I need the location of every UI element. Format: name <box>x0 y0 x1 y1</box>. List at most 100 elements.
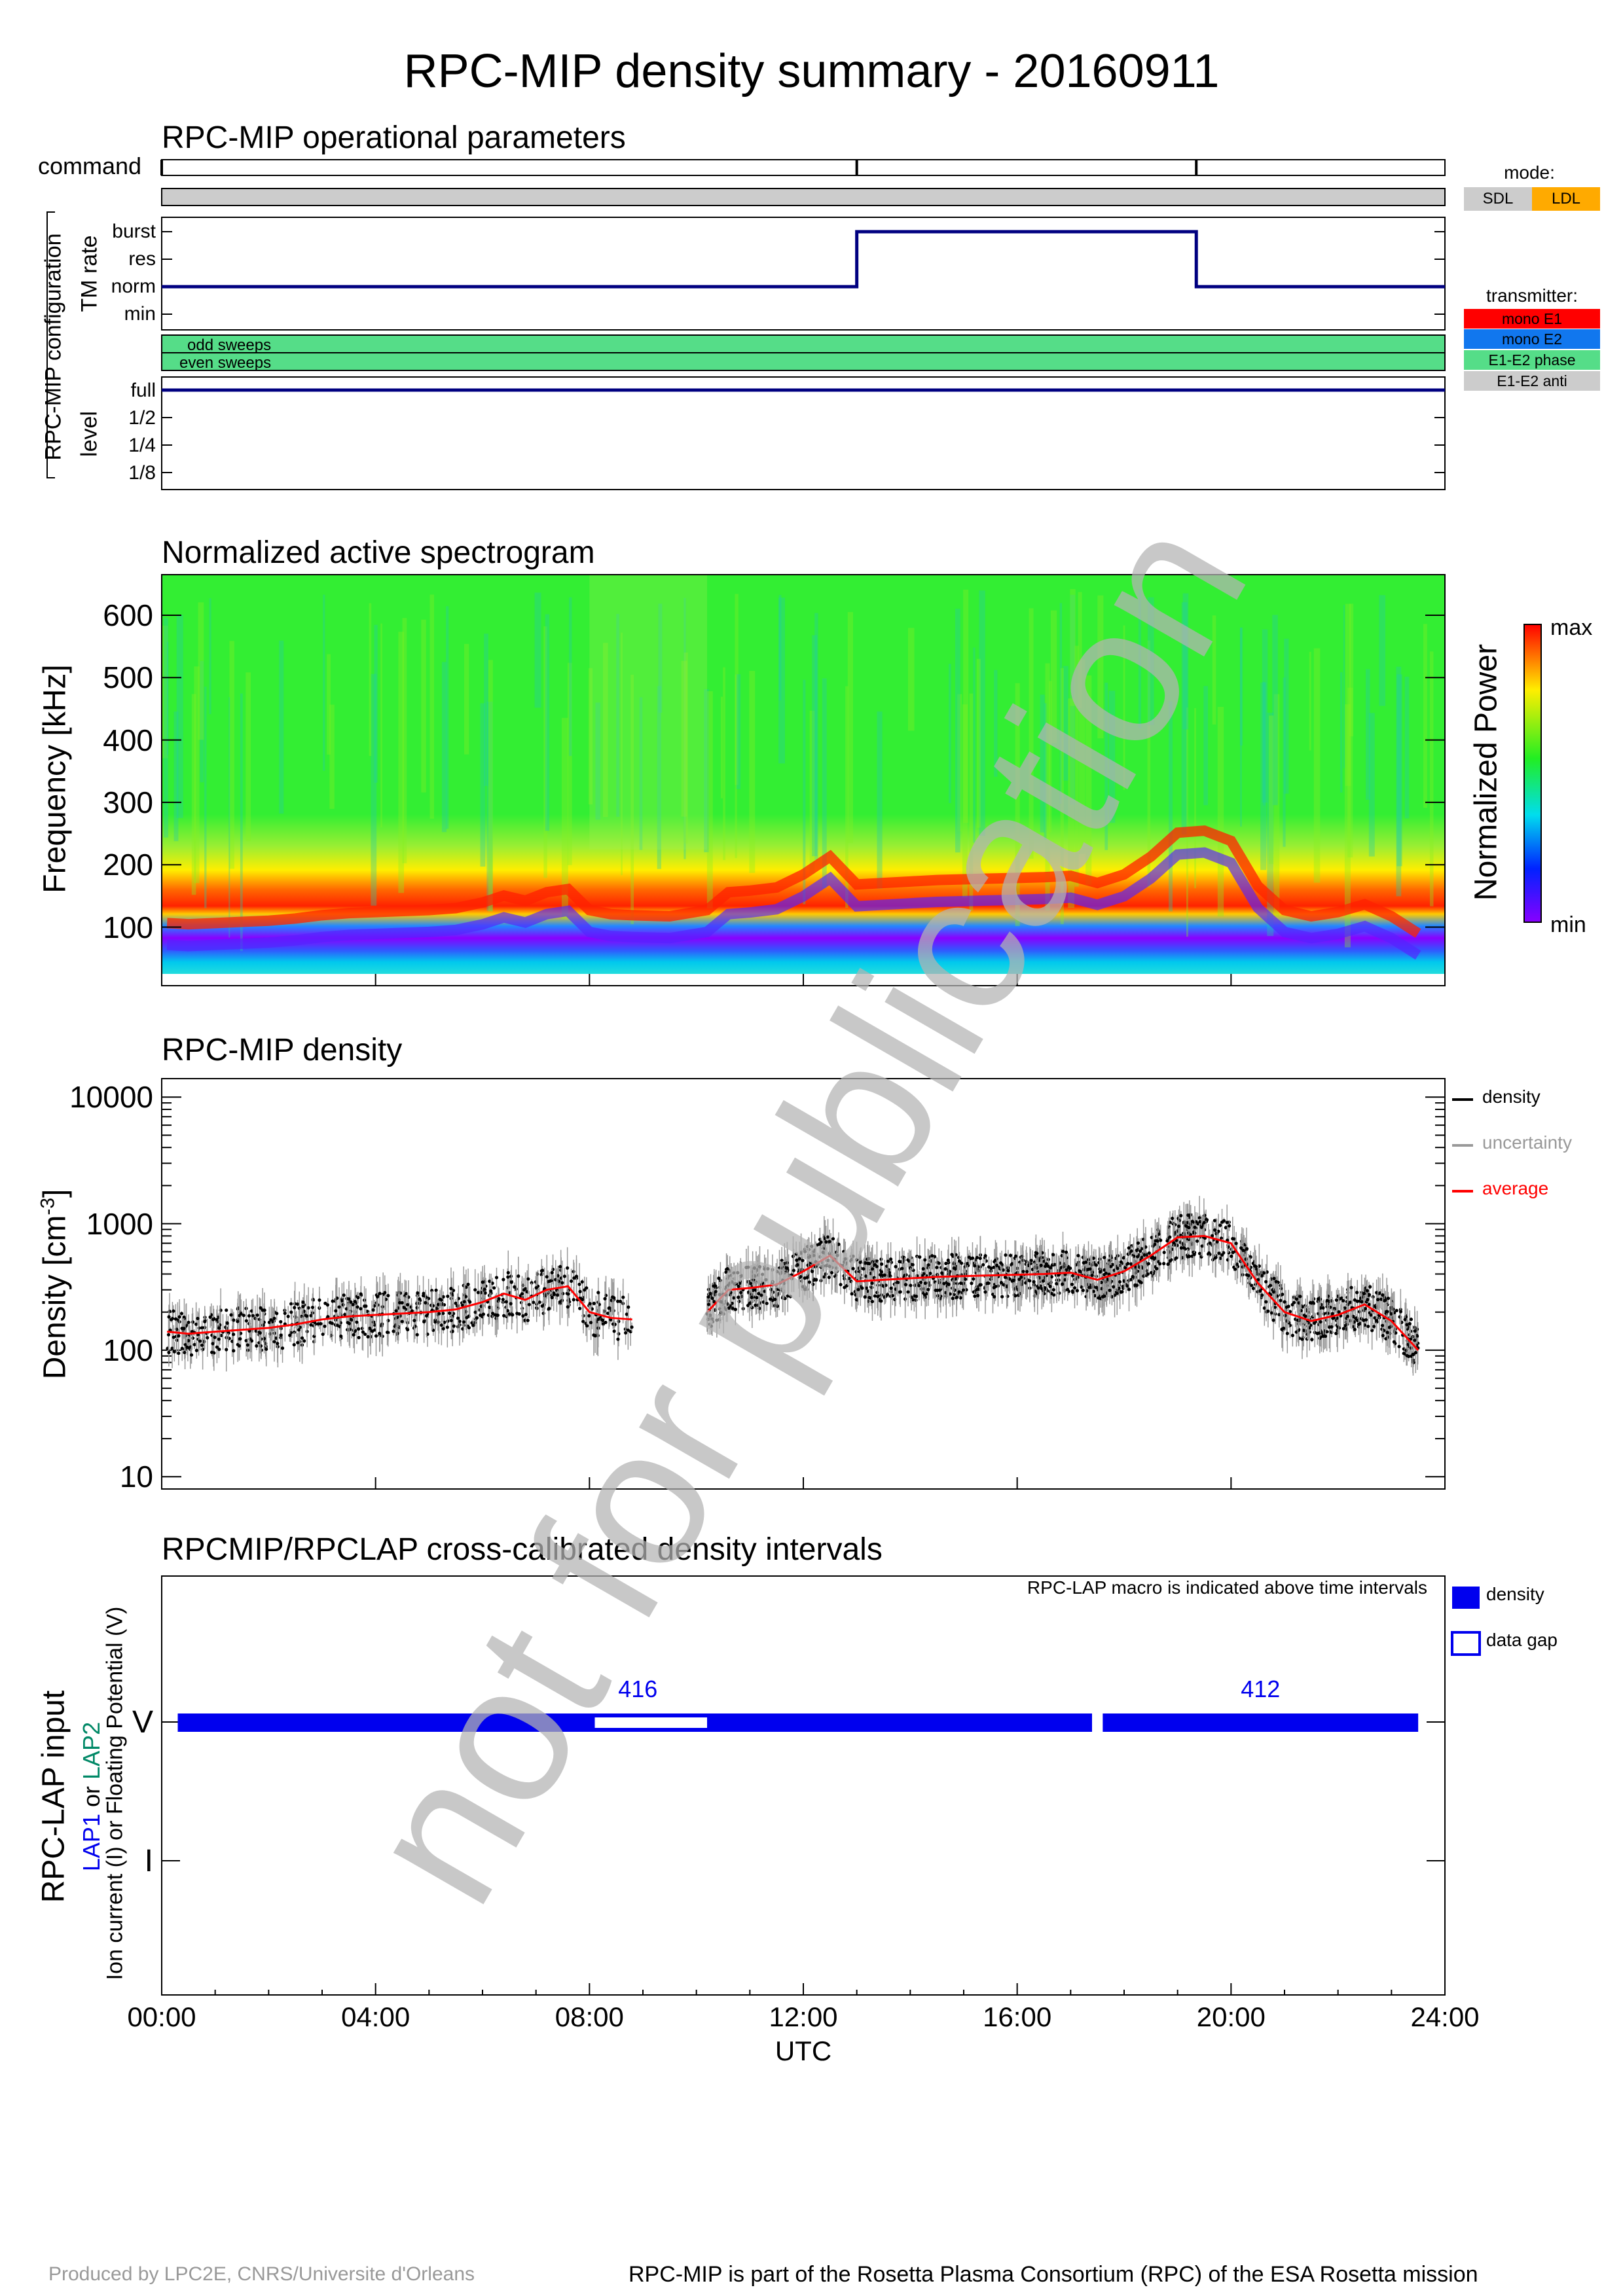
spectrogram-streak <box>1147 640 1151 888</box>
density-point <box>481 1280 484 1284</box>
density-point <box>975 1255 979 1259</box>
density-point <box>279 1319 283 1324</box>
density-point <box>952 1266 956 1270</box>
density-point <box>1274 1280 1278 1283</box>
density-point <box>167 1350 171 1354</box>
density-point <box>1070 1274 1075 1278</box>
spectrogram-streak <box>1040 694 1045 833</box>
transmitter-e1e2-phase: E1-E2 phase <box>1464 350 1600 370</box>
spectrogram-streak <box>1074 645 1079 887</box>
density-point <box>1070 1282 1074 1286</box>
spectrogram-streak <box>1182 593 1189 730</box>
density-point <box>371 1308 375 1312</box>
density-point <box>1228 1224 1231 1228</box>
spectrogram-streak <box>778 598 785 764</box>
density-point <box>203 1319 207 1323</box>
spectrogram-streak <box>621 632 623 876</box>
density-point <box>363 1304 367 1308</box>
spectrogram-streak <box>1212 615 1216 725</box>
spectrogram-ylabel: Frequency [kHz] <box>37 664 73 893</box>
density-point <box>1061 1249 1065 1253</box>
density-point <box>496 1313 500 1318</box>
colorbar-min: min <box>1550 912 1586 937</box>
density-point <box>1097 1296 1101 1300</box>
density-point <box>501 1297 505 1302</box>
density-point <box>355 1320 359 1324</box>
density-point <box>890 1293 894 1298</box>
tm-rate-label: TM rate <box>77 235 102 312</box>
density-point <box>194 1322 198 1326</box>
density-point <box>1017 1278 1021 1282</box>
density-point <box>547 1306 551 1310</box>
density-point <box>1055 1282 1059 1285</box>
config-bracket <box>46 211 55 478</box>
density-point <box>854 1298 858 1302</box>
density-point <box>170 1346 174 1350</box>
spectrogram-streak <box>684 598 686 859</box>
density-ylabel-end: ] <box>37 1189 73 1198</box>
density-point <box>830 1270 834 1275</box>
spectrogram-streak <box>194 666 200 884</box>
spectrogram-streak <box>1340 672 1343 793</box>
density-point <box>206 1336 210 1340</box>
density-point <box>826 1259 830 1263</box>
spectrogram-streak <box>398 632 405 893</box>
density-point <box>1159 1238 1163 1242</box>
density-point <box>232 1333 236 1336</box>
density-point <box>1091 1289 1095 1293</box>
density-point <box>269 1318 273 1322</box>
density-point <box>880 1262 884 1266</box>
density-point <box>471 1323 475 1327</box>
density-point <box>1147 1251 1151 1255</box>
density-point <box>1126 1261 1130 1266</box>
lap-level-v: V <box>132 1705 153 1740</box>
spectrogram-streak <box>1239 627 1243 746</box>
density-point <box>217 1326 221 1330</box>
density-point <box>1131 1274 1135 1279</box>
density-point <box>926 1263 930 1267</box>
density-point <box>725 1302 729 1306</box>
spectrogram-streak <box>1203 686 1209 806</box>
density-point <box>615 1299 620 1303</box>
density-point <box>406 1327 410 1332</box>
density-point <box>1146 1262 1150 1266</box>
density-point <box>757 1291 761 1296</box>
density-point <box>911 1268 915 1272</box>
density-point <box>534 1285 538 1290</box>
density-point <box>177 1315 181 1319</box>
density-point <box>397 1300 402 1304</box>
density-point <box>1192 1253 1196 1257</box>
density-point <box>1075 1289 1080 1293</box>
transmitter-e1e2-anti: E1-E2 anti <box>1464 371 1600 391</box>
density-point <box>1043 1285 1047 1290</box>
density-point <box>1202 1221 1206 1225</box>
spectrogram-streak <box>749 671 756 873</box>
density-point <box>1109 1265 1113 1268</box>
density-point <box>183 1342 187 1347</box>
lap-data-gap <box>594 1717 707 1728</box>
spectrogram-streak <box>441 662 447 833</box>
level-eighth: 1/8 <box>128 462 156 484</box>
density-point <box>360 1327 364 1331</box>
density-point <box>1251 1286 1256 1291</box>
density-point <box>757 1265 762 1269</box>
density-point <box>739 1291 743 1295</box>
density-point <box>1087 1285 1091 1289</box>
spectrogram-streak <box>1029 608 1034 859</box>
density-point <box>604 1320 608 1325</box>
density-point <box>989 1266 993 1270</box>
spectrogram-yticks <box>162 614 1445 928</box>
lap-intervals <box>177 1713 1419 1732</box>
transmitter-mono-e1: mono E1 <box>1464 309 1600 329</box>
density-ylabel-main: Density [cm <box>37 1215 73 1380</box>
time-tick-label: 00:00 <box>127 2001 196 2032</box>
density-point <box>217 1348 221 1352</box>
density-point <box>1225 1221 1229 1225</box>
density-point <box>289 1310 293 1314</box>
density-point <box>727 1306 731 1310</box>
density-point <box>732 1296 736 1300</box>
legend-density: density <box>1482 1086 1541 1107</box>
density-point <box>719 1310 723 1314</box>
density-point <box>889 1257 893 1261</box>
density-point <box>385 1330 390 1335</box>
